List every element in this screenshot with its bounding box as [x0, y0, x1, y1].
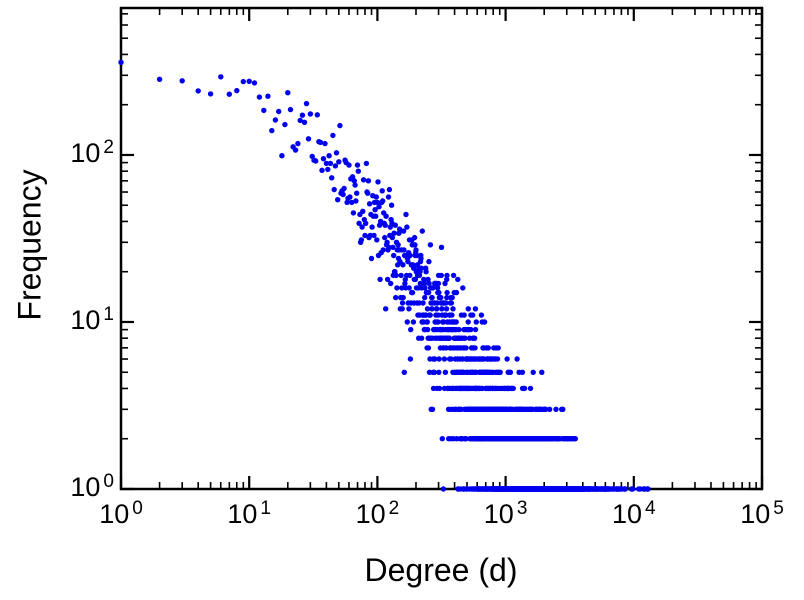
x-tick-label: 10 3 — [483, 498, 528, 529]
x-axis-title: Degree (d) — [364, 552, 518, 588]
x-tick-label: 10 2 — [355, 498, 400, 529]
y-tick-label: 10 1 — [70, 303, 114, 335]
x-tick-label: 10 5 — [740, 498, 784, 529]
x-tick-label: 10 4 — [611, 498, 656, 529]
y-tick-label: 10 0 — [70, 471, 114, 502]
x-tick-label: 10 0 — [99, 498, 143, 529]
y-tick-label: 10 2 — [70, 136, 114, 168]
x-tick-label: 10 1 — [227, 498, 271, 529]
y-axis-title: Frequency — [11, 169, 48, 321]
scatter-points — [118, 59, 651, 492]
